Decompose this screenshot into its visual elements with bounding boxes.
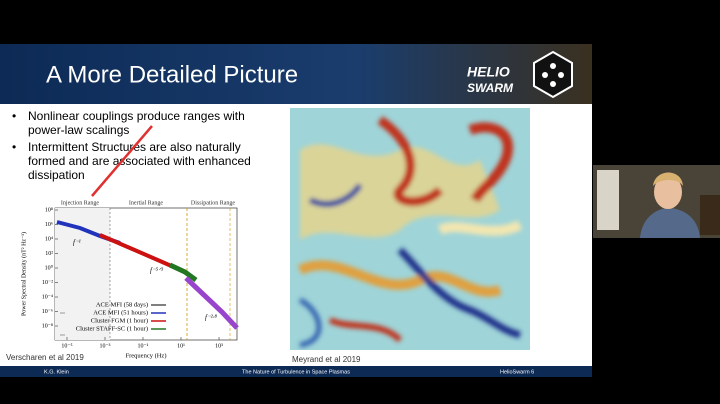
range-label: Dissipation Range <box>191 200 235 206</box>
annotation-arrow <box>91 125 153 197</box>
legend-entry: ACE MFI (58 days) <box>96 301 148 308</box>
caption: Meyrand et al 2019 <box>292 355 361 364</box>
slope-label: f⁻¹ <box>73 239 81 247</box>
spectrum-segment <box>184 276 239 330</box>
footer-text: HelioSwarm 6 <box>500 369 534 375</box>
x-tick-label: 10⁻¹ <box>138 343 149 349</box>
bullet-dot: • <box>12 109 16 123</box>
y-tick-label: 10⁻⁶ <box>42 309 53 315</box>
bullet-dot: • <box>12 140 16 154</box>
bullet: Nonlinear couplings produce ranges with p… <box>28 109 245 137</box>
x-tick-label: 10¹ <box>177 343 185 349</box>
y-tick-label: 10⁻⁴ <box>42 294 53 300</box>
title-bar <box>0 44 592 104</box>
webcam-video <box>593 165 720 238</box>
range-label: Inertial Range <box>129 200 163 206</box>
logo-hex <box>533 50 573 99</box>
x-tick-label: 10⁻⁵ <box>61 343 72 349</box>
logo-text: SWARM <box>467 81 514 95</box>
logo: HELIO SWARM <box>467 50 573 99</box>
turbulence-image <box>290 108 530 350</box>
spectrum-figure: Injection Range Inertial Range Dissipation… <box>20 200 239 359</box>
slide-title: A More Detailed Picture <box>46 61 298 88</box>
slope-label: f⁻⁵ᐟ³ <box>150 267 164 275</box>
y-tick-label: 10⁰ <box>45 264 54 271</box>
logo-text: HELIO <box>467 64 510 80</box>
y-tick-label: 10⁴ <box>45 236 53 242</box>
slope-label: f⁻²·⁸ <box>205 314 217 322</box>
legend-entry: ACE MFI (51 hours) <box>93 309 148 316</box>
y-tick-label: 10⁸ <box>45 207 53 213</box>
y-axis-label: Power Spectral Density (nT² Hz⁻¹) <box>20 232 27 316</box>
x-axis-label: Frequency (Hz) <box>126 352 167 359</box>
spectrum-segment <box>168 262 198 283</box>
legend-entry: Cluster FGM (1 hour) <box>91 317 148 324</box>
x-tick-label: 10⁻³ <box>100 343 111 349</box>
y-tick-label: 10² <box>45 251 53 257</box>
footer-text: K.G. Klein <box>44 369 69 375</box>
footer-bar <box>0 366 592 377</box>
legend-entry: Cluster STAFF-SC (1 hour) <box>76 325 148 332</box>
range-label: Injection Range <box>61 200 99 206</box>
y-tick-label: 10⁻² <box>42 280 53 286</box>
y-tick-label: 10⁻⁸ <box>42 323 53 329</box>
footer-text: The Nature of Turbulence in Space Plasma… <box>242 369 350 375</box>
caption: Verscharen et al 2019 <box>6 353 84 362</box>
y-tick-label: 10⁶ <box>45 222 53 228</box>
x-tick-label: 10³ <box>215 343 223 349</box>
